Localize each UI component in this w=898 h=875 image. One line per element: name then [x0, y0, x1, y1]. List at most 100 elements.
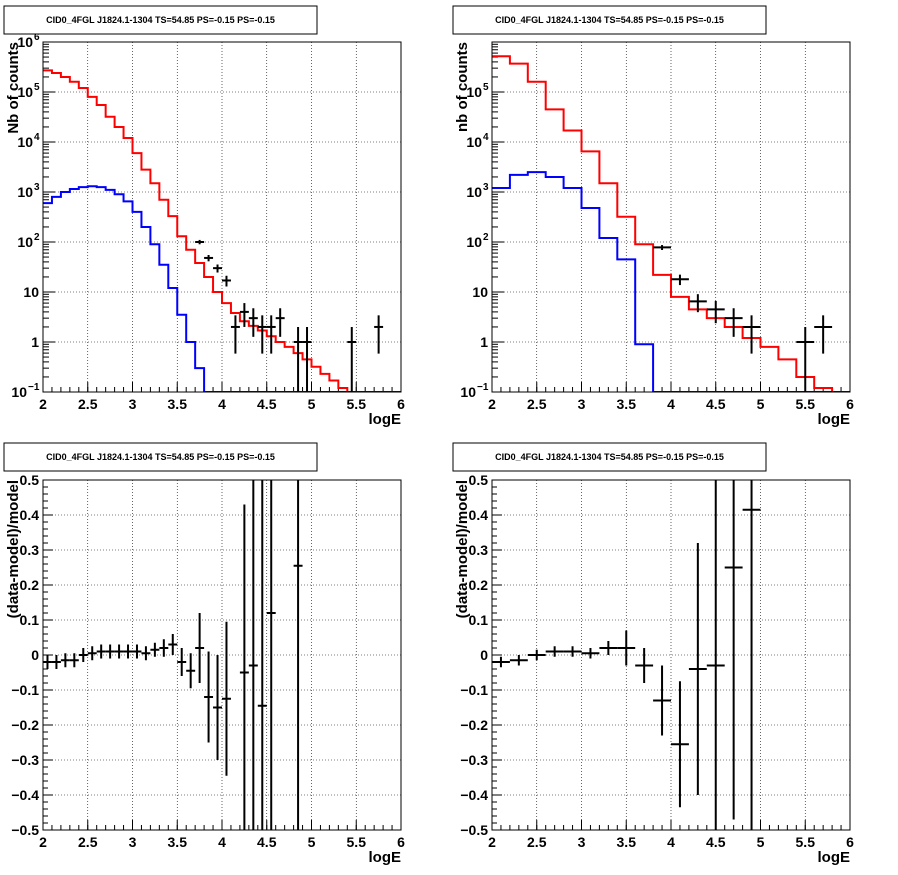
- residual-point: [168, 634, 178, 655]
- residual-point: [509, 655, 528, 666]
- series-step-source-model: [43, 185, 401, 392]
- residual-point: [141, 646, 151, 661]
- data-point: [688, 294, 707, 313]
- data-point: [671, 274, 689, 286]
- plot-frame-top: [491, 479, 851, 831]
- y-tick-label: 10: [17, 34, 33, 50]
- y-tick-exponent: 3: [483, 182, 489, 193]
- x-tick-label: 5: [308, 396, 316, 412]
- residual-point: [150, 642, 160, 657]
- residual-point: [78, 648, 88, 662]
- chart-title: CID0_4FGL J1824.1-1304 TS=54.85 PS=-0.15…: [495, 15, 724, 25]
- y-tick-label: 1: [31, 334, 39, 350]
- residual-point: [706, 480, 725, 830]
- data-point: [213, 264, 222, 273]
- residual-point: [293, 480, 303, 830]
- residual-point: [266, 480, 276, 830]
- residual-point: [653, 665, 671, 736]
- residual-point: [60, 653, 70, 668]
- residual-point: [96, 644, 106, 659]
- y-tick-label: 10: [23, 284, 39, 300]
- y-tick-label: 10: [17, 234, 33, 250]
- y-tick-label: −0.3: [11, 752, 39, 768]
- y-tick-label: 0.2: [469, 577, 489, 593]
- data-point: [796, 326, 815, 392]
- data-point: [204, 255, 214, 262]
- residual-point: [177, 648, 187, 676]
- residual-point: [69, 653, 79, 668]
- data-point: [724, 308, 743, 337]
- x-tick-label: 5.5: [347, 834, 367, 850]
- x-tick-label: 4.5: [257, 396, 277, 412]
- y-tick-label: 0.4: [20, 507, 40, 523]
- residual-point: [51, 655, 61, 669]
- y-tick-label: 10: [466, 134, 482, 150]
- y-tick-exponent: 2: [483, 232, 489, 243]
- series-step-total-model: [492, 55, 850, 392]
- x-tick-label: 3: [578, 396, 586, 412]
- residual-point: [635, 648, 654, 683]
- y-tick-exponent: −1: [477, 382, 489, 393]
- x-tick-label: 3: [578, 834, 586, 850]
- residual-point: [239, 504, 249, 830]
- data-point: [248, 308, 258, 337]
- residual-point: [248, 480, 258, 830]
- residual-point: [545, 646, 564, 657]
- data-point: [195, 239, 205, 245]
- x-tick-label: 4.5: [257, 834, 277, 850]
- data-point: [302, 326, 312, 392]
- x-tick-label: 2.5: [78, 396, 98, 412]
- x-tick-label: 4: [218, 396, 226, 412]
- y-axis-label: nb of counts: [454, 42, 471, 132]
- y-tick-label: 10: [460, 384, 476, 400]
- y-tick-label: 0.3: [20, 542, 40, 558]
- x-tick-label: 4.5: [706, 396, 726, 412]
- x-axis-label: logE: [818, 849, 851, 866]
- plot-frame-top: [491, 41, 851, 393]
- y-tick-label: 0.3: [469, 542, 489, 558]
- title-box: [3, 5, 318, 35]
- y-axis-label: (data-model)/model: [5, 480, 22, 618]
- y-tick-label: 10: [466, 84, 482, 100]
- data-point: [257, 315, 267, 354]
- data-point: [814, 315, 833, 354]
- y-tick-label: 0: [480, 647, 488, 663]
- chart-panel-3: −0.5 −0.4 −0.3 −0.2 −0.1 0 0.1 0.2 0.3 0.4 0.5 2 2.5…: [3, 442, 405, 866]
- x-tick-label: 3.5: [168, 396, 188, 412]
- y-tick-label: 10: [17, 134, 33, 150]
- x-tick-label: 3.5: [617, 396, 637, 412]
- residual-point: [123, 644, 133, 659]
- y-tick-exponent: 5: [483, 82, 489, 93]
- residual-point: [159, 639, 169, 657]
- y-tick-label: 0.4: [469, 507, 489, 523]
- residual-point: [671, 681, 689, 808]
- title-box: [452, 442, 767, 472]
- y-tick-label: 10: [466, 184, 482, 200]
- x-tick-label: 4: [667, 396, 675, 412]
- y-tick-label: −0.2: [460, 717, 488, 733]
- x-tick-label: 6: [397, 396, 405, 412]
- data-point: [374, 315, 384, 354]
- x-tick-label: 5: [308, 834, 316, 850]
- y-tick-label: −0.3: [460, 752, 488, 768]
- y-axis-label: Nb of counts: [5, 42, 22, 134]
- x-tick-label: 4.5: [706, 834, 726, 850]
- data-point: [706, 300, 725, 324]
- x-tick-label: 3.5: [168, 834, 188, 850]
- plot-area: [43, 69, 401, 392]
- x-tick-label: 3: [129, 396, 137, 412]
- y-tick-label: −0.1: [11, 682, 39, 698]
- y-tick-label: −0.5: [11, 822, 39, 838]
- x-tick-label: 2.5: [78, 834, 98, 850]
- y-tick-exponent: 5: [34, 82, 40, 93]
- y-axis-label: (data-model)/model: [454, 480, 471, 618]
- residual-point: [742, 480, 761, 830]
- plot-frame-top: [42, 479, 402, 831]
- y-tick-label: −0.4: [460, 787, 488, 803]
- chart-title: CID0_4FGL J1824.1-1304 TS=54.85 PS=-0.15…: [495, 452, 724, 462]
- data-point: [222, 275, 231, 287]
- y-tick-label: −0.2: [11, 717, 39, 733]
